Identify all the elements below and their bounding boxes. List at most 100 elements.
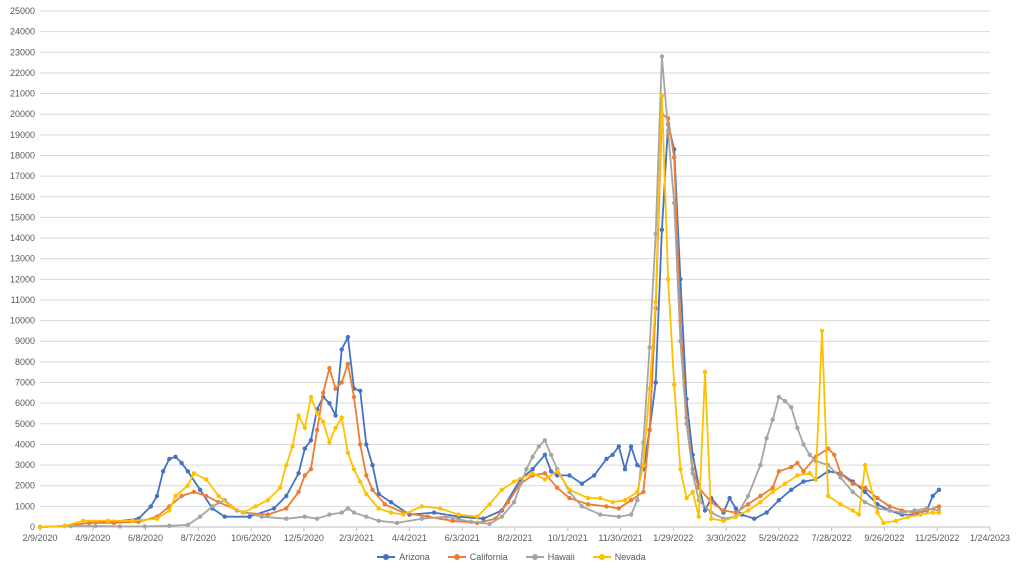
data-point <box>770 417 775 422</box>
data-point <box>327 440 332 445</box>
data-point <box>191 471 197 476</box>
data-point <box>678 339 683 344</box>
data-point <box>653 231 658 237</box>
legend-item: California <box>447 552 508 562</box>
data-point <box>376 518 381 523</box>
data-point <box>364 491 369 497</box>
data-point <box>339 380 344 385</box>
data-point <box>204 493 209 499</box>
data-point <box>659 93 665 98</box>
data-point <box>758 500 763 505</box>
data-point <box>499 487 504 492</box>
data-point <box>635 489 640 495</box>
data-point <box>665 128 671 133</box>
data-point <box>345 506 351 511</box>
data-point <box>62 523 67 529</box>
data-point <box>339 347 344 352</box>
data-point <box>930 493 935 499</box>
data-point <box>228 504 234 509</box>
data-point <box>321 419 326 424</box>
series-line <box>39 94 939 528</box>
data-point <box>659 54 665 59</box>
data-point <box>308 394 314 400</box>
data-point <box>598 495 603 501</box>
data-point <box>160 469 166 474</box>
data-point <box>364 514 369 519</box>
data-point <box>918 512 923 517</box>
data-point <box>709 516 714 521</box>
data-point <box>610 452 615 457</box>
data-point <box>665 277 671 282</box>
data-point <box>247 514 252 519</box>
data-point <box>296 471 301 476</box>
data-point <box>481 516 486 521</box>
data-point <box>647 345 652 350</box>
y-tick-label: 24000 <box>10 27 35 37</box>
y-tick-label: 4000 <box>15 439 35 449</box>
data-point <box>302 425 307 431</box>
data-point <box>277 485 283 490</box>
data-point <box>130 518 135 523</box>
data-point <box>487 502 492 507</box>
data-point <box>838 475 843 480</box>
data-point <box>850 508 855 513</box>
y-tick-label: 5000 <box>15 419 35 429</box>
data-point <box>930 510 935 515</box>
legend-item: Hawaii <box>525 552 575 562</box>
x-tick-label: 11/25/2022 <box>915 533 959 543</box>
x-tick-label: 6/3/2021 <box>445 533 480 543</box>
data-point <box>801 469 806 474</box>
data-point <box>431 510 437 515</box>
data-point <box>776 498 782 503</box>
data-point <box>327 365 332 371</box>
data-point <box>598 512 603 517</box>
data-point <box>290 444 295 449</box>
data-point <box>622 467 628 472</box>
data-point <box>93 523 98 529</box>
data-point <box>628 444 634 449</box>
data-point <box>801 479 806 484</box>
x-tick-label: 12/5/2020 <box>284 533 324 543</box>
data-point <box>314 411 320 416</box>
y-tick-label: 16000 <box>10 192 35 202</box>
data-point <box>881 520 886 526</box>
y-tick-label: 10000 <box>10 316 35 326</box>
data-point <box>653 380 658 385</box>
data-point <box>936 504 942 509</box>
y-tick-label: 8000 <box>15 357 35 367</box>
data-point <box>795 473 800 478</box>
data-point <box>542 438 548 443</box>
gridlines <box>39 10 991 531</box>
data-point <box>795 425 800 431</box>
data-point <box>296 489 301 495</box>
data-point <box>690 489 695 495</box>
data-point <box>684 495 689 501</box>
data-point <box>222 514 227 519</box>
data-point <box>370 462 375 468</box>
data-point <box>635 498 640 503</box>
data-point <box>388 510 394 515</box>
data-point <box>284 462 289 468</box>
data-point <box>284 493 289 499</box>
data-point <box>616 506 621 511</box>
data-point <box>179 460 184 466</box>
data-point <box>185 483 190 488</box>
y-tick-label: 2000 <box>15 481 35 491</box>
data-point <box>358 388 363 393</box>
data-point <box>745 508 751 513</box>
x-tick-label: 8/7/2020 <box>181 533 216 543</box>
data-point <box>770 485 775 490</box>
data-point <box>659 227 665 232</box>
data-point <box>314 516 320 521</box>
data-point <box>856 512 862 517</box>
legend-label: Hawaii <box>547 552 575 562</box>
data-point <box>511 479 517 484</box>
data-point <box>782 398 788 404</box>
data-point <box>733 514 738 519</box>
data-point <box>401 512 406 517</box>
data-point <box>795 460 800 466</box>
data-point <box>579 481 585 486</box>
data-point <box>721 518 726 523</box>
data-point <box>148 504 153 509</box>
data-point <box>308 467 314 472</box>
